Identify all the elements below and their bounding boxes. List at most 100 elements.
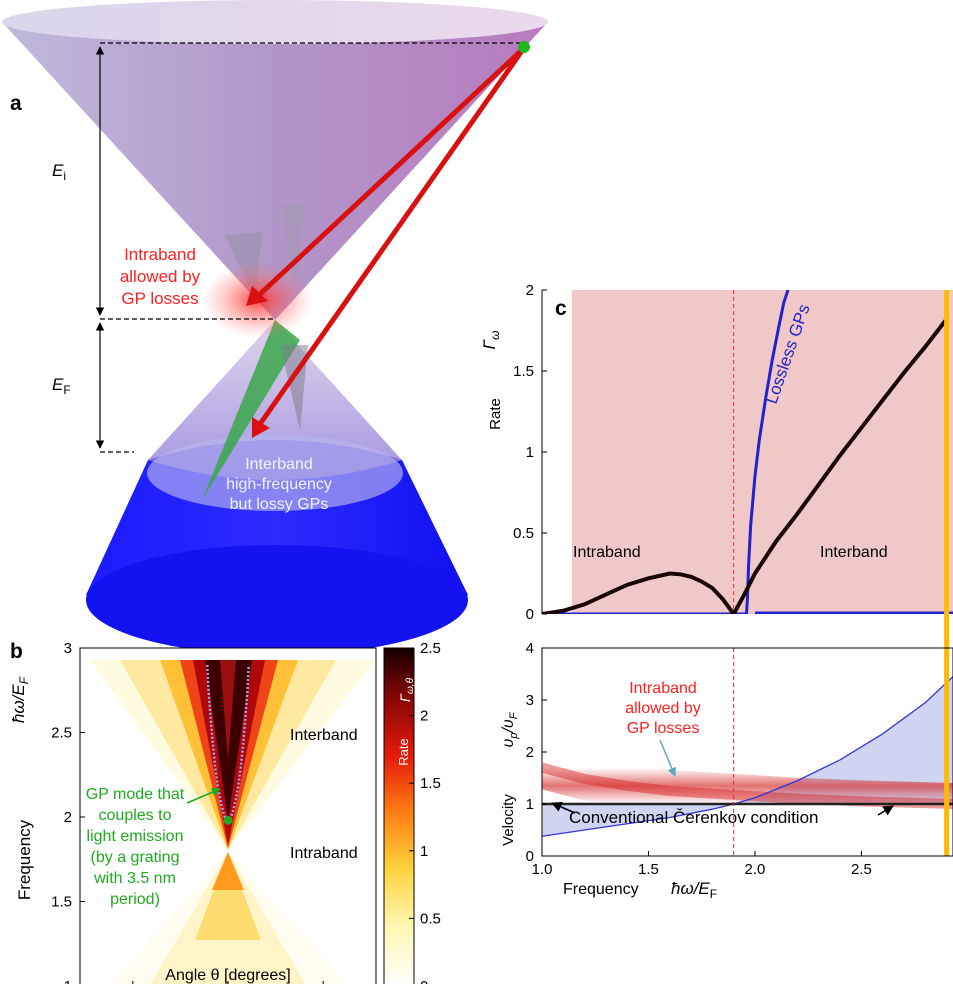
heatmap-b-lower-inner	[195, 852, 261, 940]
panel-c-y-word: Rate	[487, 398, 504, 430]
gp-mode-annotation: GP mode that couples to light emission (…	[86, 786, 185, 908]
panel-b-label: b	[10, 640, 23, 663]
heatmap-b-y-label: ħω/EF Frequency	[9, 676, 34, 900]
green-cone	[202, 320, 300, 500]
interband-arrowhead	[252, 417, 270, 438]
d-x-tick-label: 1.0	[532, 861, 553, 878]
gp-mode-pointer	[186, 788, 221, 804]
heatmap-b-y-word: Frequency	[15, 819, 34, 900]
colorbar-tick-label: 0.5	[420, 910, 441, 927]
heatmap-b-y-math: ħω/EF	[9, 676, 31, 723]
colorbar-tick-label: 2	[420, 708, 428, 725]
heatmap-b-upper-center	[220, 660, 236, 760]
gp-mode-line-5: with 3.5 nm	[93, 870, 176, 887]
interband-a-line-1: Interband	[245, 456, 313, 473]
gp-mode-line-3: light emission	[87, 828, 184, 845]
intraband-d-line-2: allowed by	[625, 700, 701, 717]
colorbar-label-word: Rate	[396, 738, 411, 765]
panel-a: a Ei EF Intraband allowed by GP losses I…	[2, 0, 548, 655]
d-y-tick-label: 0	[526, 848, 534, 865]
heatmap-b-lower-core	[212, 852, 244, 890]
region-label-interband: Interband	[820, 544, 888, 561]
colorbar-tick-label: 0	[420, 978, 428, 984]
panel-c: c 00.511.52 Rate Γω Intraband Interband …	[480, 282, 953, 623]
panel-a-label: a	[10, 92, 22, 115]
intraband-a-line-1: Intraband	[124, 245, 196, 264]
intraband-annotation-d: Intraband allowed by GP losses	[625, 680, 701, 737]
heatmap-b-x-label: Angle θ [degrees]	[165, 967, 290, 984]
panel-d-y-word: Velocity	[500, 794, 517, 846]
c-y-tick-label: 0.5	[513, 525, 534, 542]
upper-cone	[2, 22, 548, 320]
intraband-d-line-1: Intraband	[629, 680, 697, 697]
interband-a-line-2: high-frequency	[226, 476, 332, 493]
cerenkov-pointer-left	[551, 801, 576, 814]
panel-d-x-math: ħω/EF	[671, 879, 717, 901]
d-y-tick-label: 3	[526, 692, 534, 709]
panel-d-y-math: υp/υF	[500, 711, 520, 747]
red-band-core	[542, 762, 953, 809]
lossy-rate-curve	[542, 317, 949, 614]
electron-dot	[518, 41, 530, 53]
lossless-gps-curve	[542, 290, 790, 614]
c-y-tick-label: 0	[526, 606, 534, 623]
ef-label: EF	[52, 375, 71, 397]
heatmap-b-y-axis: 1 1.5 2 2.5 3	[51, 640, 85, 984]
gp-mode-line-1: GP mode that	[86, 786, 185, 803]
interband-annotation-a: Interband high-frequency but lossy GPs	[226, 456, 332, 513]
intraband-annotation-a: Intraband allowed by GP losses	[120, 245, 201, 308]
panel-b: b 11.522.53 −45045 Interband Intraband G…	[9, 640, 441, 984]
gp-mode-line-6: period)	[110, 891, 160, 908]
d-y-tick-label: 2	[526, 744, 534, 761]
colorbar-label-math: Γω,θ	[397, 677, 416, 702]
d-x-tick-label: 2.5	[851, 861, 872, 878]
interband-arrow	[257, 46, 527, 426]
c-y-tick-label: 1.5	[513, 363, 534, 380]
panel-c-label: c	[555, 297, 567, 320]
intraband-d-line-3: GP losses	[627, 720, 700, 737]
colorbar-tick-label: 1	[420, 843, 428, 860]
d-x-tick-label: 2.0	[745, 861, 766, 878]
phase-velocity-curve	[542, 676, 953, 837]
colorbar-tick-label: 2.5	[420, 640, 441, 657]
panel-c-y-axis: 0 0.5 1 1.5 2	[513, 282, 547, 623]
intraband-annotation-b: Intraband	[290, 845, 358, 862]
panel-c-y-math: Γω	[480, 330, 502, 349]
intraband-arrow	[256, 46, 526, 298]
cerenkov-annotation: Conventional Čerenkov condition	[569, 808, 819, 827]
d-y-tick-label: 1	[526, 796, 534, 813]
intraband-d-pointer	[659, 739, 677, 777]
gp-mode-line-4: (by a grating	[91, 849, 180, 866]
b-y-tick-label: 3	[64, 640, 72, 657]
interband-a-line-3: but lossy GPs	[230, 496, 329, 513]
intraband-a-line-2: allowed by	[120, 267, 201, 286]
colorbar	[383, 647, 415, 984]
intraband-a-line-3: GP losses	[121, 289, 198, 308]
b-y-tick-label: 1	[64, 978, 72, 984]
intraband-arrowhead	[246, 286, 268, 306]
inner-cone-right	[282, 205, 305, 290]
c-y-tick-label: 1	[526, 444, 534, 461]
d-y-tick-label: 4	[526, 640, 534, 657]
cerenkov-pointer-right	[877, 805, 894, 816]
d-x-tick-label: 1.5	[638, 861, 659, 878]
colorbar-ticks: 0 0.5 1 1.5 2 2.5	[409, 640, 441, 984]
b-y-tick-label: 1.5	[51, 894, 72, 911]
red-band	[542, 747, 953, 825]
gp-dispersion-dotted	[206, 664, 250, 823]
lower-cone-slice	[147, 435, 403, 511]
gp-mode-point	[223, 815, 233, 825]
lower-cone-bottom	[86, 545, 468, 655]
gp-mode-line-2: couples to	[99, 807, 172, 824]
heatmap-b-plot	[90, 660, 375, 984]
upper-cone-top	[2, 0, 548, 44]
ei-label: Ei	[52, 161, 66, 183]
interband-annotation-b: Interband	[290, 727, 358, 744]
panel-d-x-word: Frequency	[563, 881, 639, 898]
c-y-tick-label: 2	[526, 282, 534, 299]
colorbar-tick-label: 1.5	[420, 775, 441, 792]
b-y-tick-label: 2.5	[51, 725, 72, 742]
b-y-tick-label: 2	[64, 809, 72, 826]
